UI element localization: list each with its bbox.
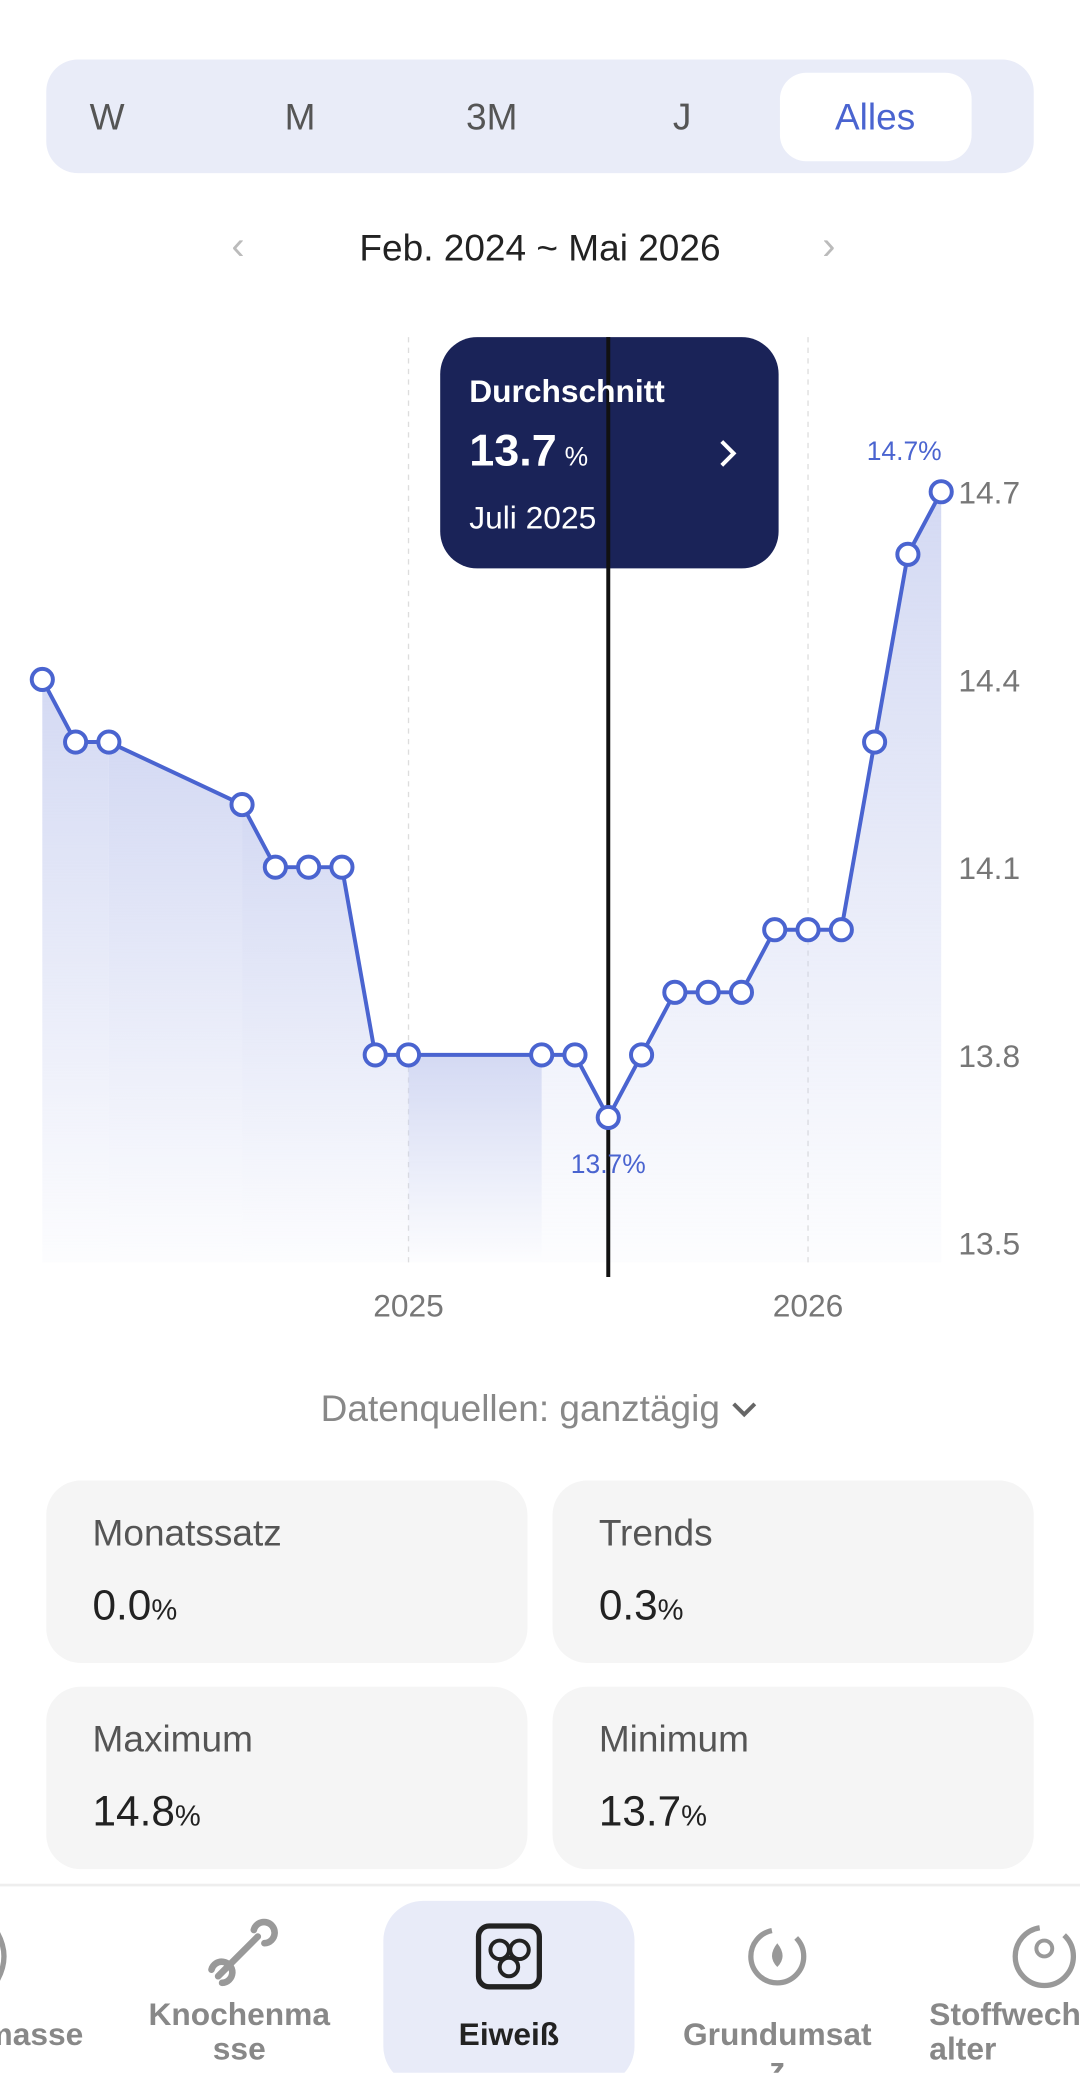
- tooltip-value: 13.7%: [469, 424, 588, 475]
- tab[interactable]: 3M: [466, 96, 518, 138]
- x-tick-label: 2026: [773, 1288, 844, 1324]
- nav-label[interactable]: Knochenmasse: [148, 1997, 331, 2068]
- y-tick-label: 13.8: [958, 1038, 1020, 1074]
- stat-label: Trends: [598, 1512, 713, 1554]
- point: [595, 1104, 621, 1131]
- nav-label[interactable]: Grundumsatz: [682, 2017, 872, 2073]
- point: [362, 1042, 388, 1068]
- stat-value-row: 0.3%: [599, 1581, 684, 1630]
- tooltip-unit: %: [565, 441, 589, 471]
- tab[interactable]: J: [672, 96, 692, 138]
- nav-icons: [0, 1918, 1077, 1990]
- tooltip-date: Juli 2025: [469, 500, 596, 536]
- y-tick-label: 14.7: [958, 475, 1020, 511]
- point: [562, 1042, 588, 1068]
- tab[interactable]: M: [284, 96, 316, 138]
- stat-unit: %: [681, 1799, 708, 1833]
- icon: [1012, 1924, 1077, 1989]
- date-range: Feb. 2024 ~ Mai 2026: [359, 227, 721, 269]
- point: [229, 792, 255, 818]
- next-button[interactable]: ›: [822, 224, 836, 269]
- data-source-selector[interactable]: Datenquellen: ganztägig: [0, 1388, 1080, 1430]
- tooltip-number: 13.7: [469, 424, 556, 475]
- prev-button[interactable]: ‹: [231, 224, 245, 269]
- stat-value: 0.3: [598, 1581, 658, 1629]
- point: [828, 917, 854, 943]
- point: [395, 1042, 422, 1068]
- stat-card: Trends 0.3%: [552, 1480, 1034, 1663]
- nav-divider: [0, 1883, 1080, 1887]
- point: [329, 854, 355, 880]
- stat-value: 14.8: [92, 1787, 175, 1835]
- point: [529, 1042, 555, 1068]
- area: [42, 679, 109, 1263]
- point: [795, 917, 821, 943]
- tooltip-chevron: [720, 440, 737, 467]
- point: [895, 541, 921, 567]
- stat-value: 0.0: [92, 1581, 152, 1629]
- point: [695, 979, 721, 1005]
- point: [762, 917, 788, 943]
- y-tick-label: 14.1: [958, 850, 1020, 886]
- stat-value-row: 14.8%: [93, 1787, 201, 1836]
- value-label: 14.7%: [867, 436, 942, 466]
- chart: 2025 2026 13.5 13.8 14.1 14.4 14.7 13.7% 14.7% Du…: [29, 337, 1020, 1324]
- stat-unit: %: [151, 1592, 178, 1626]
- point: [928, 479, 954, 505]
- stat-unit: %: [657, 1592, 684, 1626]
- area: [242, 804, 409, 1263]
- nav-label[interactable]: Stoffwechselalter: [929, 1997, 1080, 2068]
- tab[interactable]: Alles: [779, 72, 971, 162]
- y-tick-label: 13.5: [958, 1225, 1020, 1261]
- stat-card: Minimum 13.7%: [552, 1686, 1034, 1870]
- dropdown-icon: [732, 1402, 757, 1418]
- area: [541, 491, 942, 1263]
- icon: [475, 1923, 542, 1990]
- point: [662, 979, 688, 1005]
- stat-card: Maximum 14.8%: [46, 1686, 528, 1870]
- line-bridge: [108, 740, 243, 807]
- stat-value: 13.7: [598, 1787, 682, 1835]
- stat-label: Maximum: [92, 1718, 253, 1760]
- point: [296, 854, 322, 880]
- point: [96, 729, 122, 755]
- value-label: 13.7%: [571, 1149, 646, 1179]
- area-bridge: [408, 1054, 542, 1263]
- point: [629, 1042, 655, 1068]
- stat-label: Monatssatz: [92, 1512, 282, 1554]
- nav-label[interactable]: Eiweiß: [458, 2017, 560, 2053]
- point: [63, 729, 89, 755]
- point: [862, 729, 888, 755]
- x-tick-label: 2025: [373, 1288, 444, 1324]
- stat-label: Minimum: [598, 1718, 749, 1760]
- point: [262, 854, 288, 880]
- stat-card: Monatssatz 0.0%: [46, 1480, 528, 1663]
- tab[interactable]: W: [89, 96, 125, 138]
- area-bridge: [108, 742, 243, 1263]
- tooltip-title: Durchschnitt: [469, 373, 665, 409]
- icon: [0, 1932, 7, 1981]
- stat-value-row: 0.0%: [93, 1581, 178, 1630]
- stat-unit: %: [174, 1799, 201, 1833]
- y-tick-label: 14.4: [958, 662, 1020, 698]
- icon: [748, 1927, 807, 1986]
- nav-label[interactable]: masse: [0, 2017, 84, 2053]
- stat-value-row: 13.7%: [599, 1787, 707, 1836]
- period-selector: W M 3M J Alles: [46, 59, 1034, 174]
- data-source-text: Datenquellen: ganztägig: [320, 1388, 720, 1429]
- icon: [208, 1918, 278, 1987]
- point: [728, 979, 755, 1005]
- point: [29, 666, 55, 693]
